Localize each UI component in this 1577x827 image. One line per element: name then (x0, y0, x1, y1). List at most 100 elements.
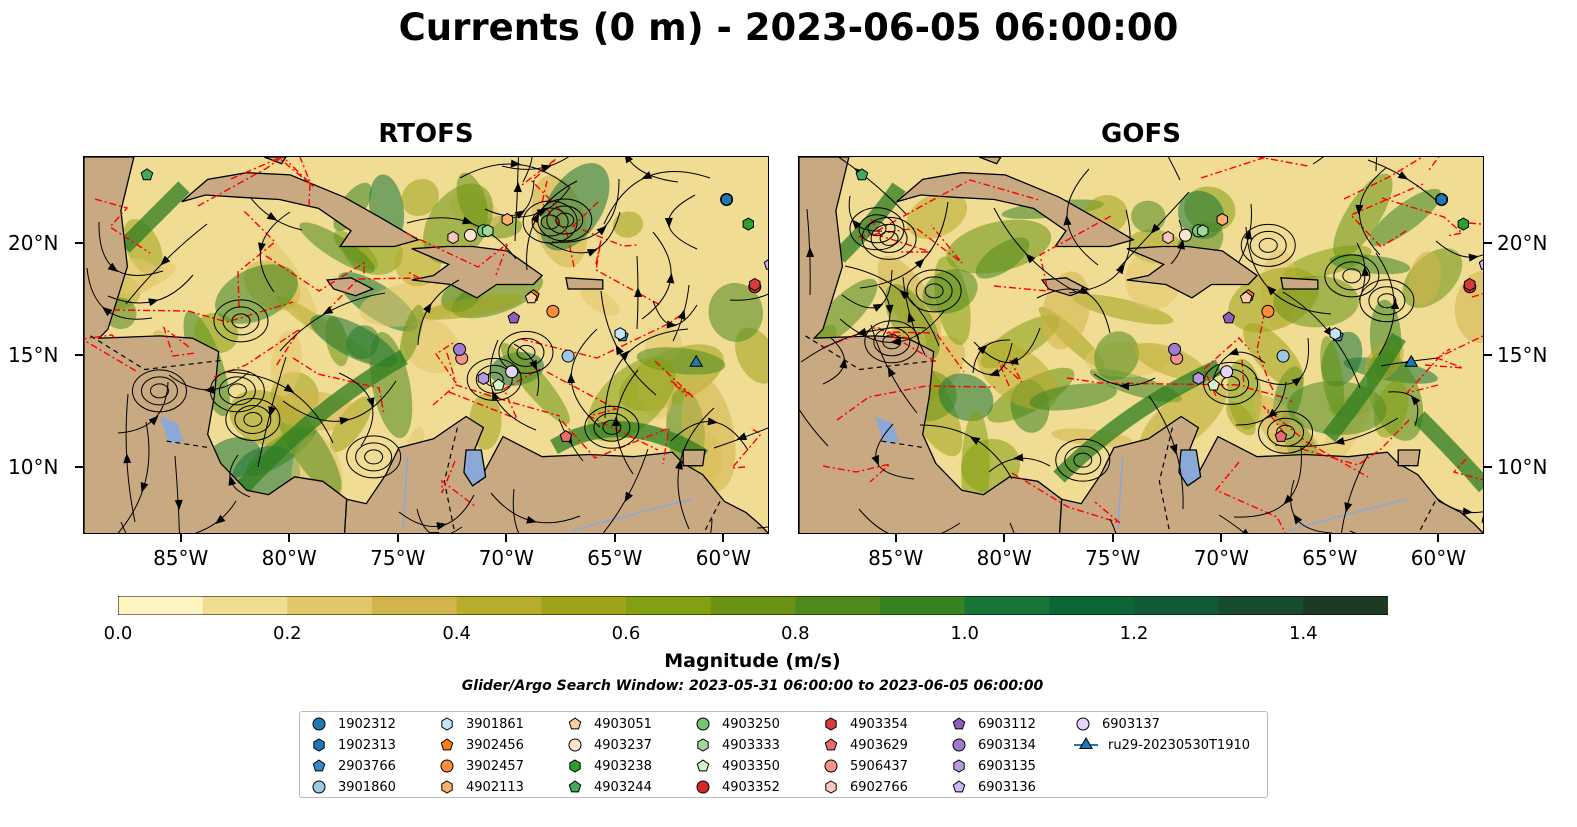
lat-tick-mark (75, 242, 83, 245)
legend-label: 3901860 (338, 779, 396, 795)
legend-item: 3902457 (436, 756, 524, 776)
float-6903112 (507, 311, 521, 324)
legend-label: 4903629 (850, 737, 908, 753)
lon-tick-mark (179, 534, 182, 542)
legend-marker-4903238 (569, 759, 581, 773)
colorbar-tick-label: 1.4 (1289, 623, 1318, 644)
legend-marker-1902313 (313, 738, 325, 752)
legend-label: ru29-20230530T1910 (1108, 737, 1251, 753)
lon-tick-mark (894, 534, 897, 542)
float-1902313 (1435, 192, 1448, 207)
lon-tick-label: 75°W (1085, 546, 1141, 570)
legend-marker-4903352 (696, 780, 710, 794)
legend: 1902312 1902313 2903766 3901860 3901861 39024… (299, 711, 1268, 798)
legend-item: 4903350 (692, 756, 780, 776)
lat-tick-mark (75, 354, 83, 357)
legend-label: 4903238 (594, 758, 652, 774)
legend-item: 4903354 (820, 714, 908, 734)
colorbar-bin (626, 596, 712, 615)
lat-tick-label: 20°N (8, 231, 59, 256)
map-panel-rtofs (83, 156, 769, 534)
legend-marker-1902312 (312, 717, 326, 731)
legend-label: 5906437 (850, 758, 908, 774)
lat-tick-mark (1484, 242, 1492, 245)
legend-item: 4903629 (820, 735, 908, 755)
colorbar-bin (372, 596, 458, 615)
legend-item: 6903112 (948, 714, 1036, 734)
argo-floats (855, 168, 1483, 442)
legend-item: ru29-20230530T1910 (1072, 735, 1250, 755)
legend-marker-3902457 (440, 759, 454, 773)
legend-label: 4902113 (466, 779, 524, 795)
colorbar-bin (795, 596, 881, 615)
eez-boundaries (84, 157, 763, 508)
legend-marker-3902456 (440, 738, 454, 751)
main-title: Currents (0 m) - 2023-06-05 06:00:00 (398, 6, 1179, 49)
legend-item: 1902312 (308, 714, 396, 734)
legend-marker-4903244 (568, 780, 582, 793)
lat-tick-label: 15°N (8, 343, 59, 368)
legend-marker-6903135 (953, 759, 965, 773)
float-4902113 (1216, 213, 1228, 227)
legend-item: 3901861 (436, 714, 524, 734)
float-4903237 (1178, 228, 1192, 242)
lat-tick-mark (1484, 354, 1492, 357)
legend-marker-ru29-20230530T1910 (1074, 737, 1098, 749)
lon-tick-mark (1003, 534, 1006, 542)
legend-item: 1902313 (308, 735, 396, 755)
float-3901860 (561, 349, 575, 363)
float-6903136 (1478, 259, 1483, 270)
float-3901860 (1276, 349, 1290, 363)
float-4903629 (559, 429, 573, 442)
colorbar-tick-label: 0.4 (442, 623, 471, 644)
lon-tick-label: 85°W (153, 546, 209, 570)
float-4903333 (482, 224, 494, 238)
colorbar-bin (456, 596, 542, 615)
lon-tick-label: 75°W (370, 546, 426, 570)
legend-label: 3902457 (466, 758, 524, 774)
legend-marker-4903629 (824, 738, 838, 751)
legend-item: 6903135 (948, 756, 1036, 776)
legend-marker-2903766 (312, 759, 326, 772)
legend-label: 6903137 (1102, 716, 1160, 732)
lon-tick-label: 80°W (976, 546, 1032, 570)
colorbar-bin (964, 596, 1050, 615)
legend-label: 3901861 (466, 716, 524, 732)
legend-item: 6903137 (1072, 714, 1160, 734)
legend-label: 6903136 (978, 779, 1036, 795)
argo-floats (140, 168, 768, 442)
float-6903112 (1222, 311, 1236, 324)
float-3902457 (546, 304, 560, 318)
land (84, 157, 768, 533)
colorbar-bin (287, 596, 373, 615)
land (799, 157, 1483, 533)
lon-tick-mark (613, 534, 616, 542)
legend-label: 4903051 (594, 716, 652, 732)
colorbar-bin (1134, 596, 1220, 615)
legend-item: 4903238 (564, 756, 652, 776)
glider-ru29-marker (689, 354, 704, 367)
legend-marker-3901860 (312, 780, 326, 794)
colorbar-tick-label: 1.0 (950, 623, 979, 644)
float-4903244 (140, 168, 154, 181)
legend-marker-3901861 (441, 717, 453, 731)
lon-tick-mark (1437, 534, 1440, 542)
float-4903350 (492, 378, 505, 391)
float-4903051 (1239, 291, 1253, 304)
float-4903237 (463, 228, 477, 242)
search-window-text: Glider/Argo Search Window: 2023-05-31 06… (461, 678, 1044, 694)
legend-item: 6903136 (948, 777, 1036, 797)
float-4903333 (1197, 224, 1209, 238)
legend-label: 6903112 (978, 716, 1036, 732)
float-6903135 (1192, 371, 1205, 385)
legend-item: 4903333 (692, 735, 780, 755)
legend-marker-4903250 (696, 717, 710, 731)
colorbar-tick-label: 0.2 (273, 623, 302, 644)
float-6903136 (763, 259, 768, 270)
colorbar-tick-label: 1.2 (1119, 623, 1149, 644)
legend-marker-4903354 (825, 717, 837, 731)
legend-label: 4903237 (594, 737, 652, 753)
float-4903238 (1457, 217, 1469, 231)
lat-tick-mark (1484, 465, 1492, 468)
colorbar-bin (1049, 596, 1135, 615)
